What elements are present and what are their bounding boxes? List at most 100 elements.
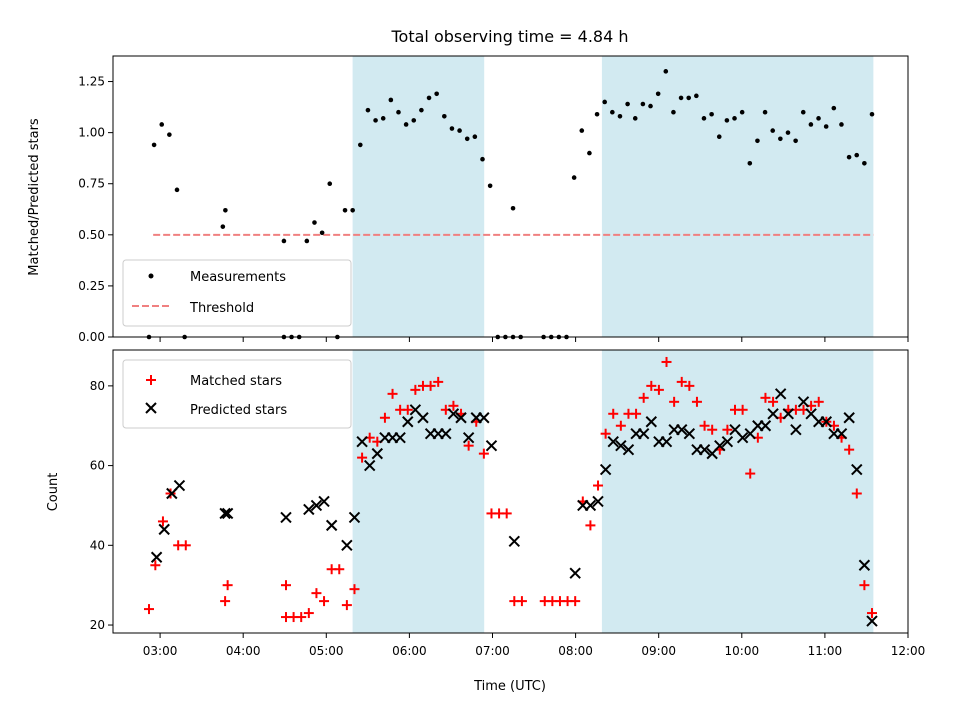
- matched-star-point: [737, 404, 748, 415]
- predicted-star-point: [660, 435, 673, 448]
- measurement-point: [579, 128, 585, 133]
- matched-star-point: [222, 580, 233, 591]
- predicted-star-d2: [759, 420, 772, 432]
- predicted-star-d2: [417, 412, 429, 424]
- matched-star-point: [463, 440, 474, 451]
- measurement-point: [281, 238, 287, 244]
- measurement-point: [709, 111, 714, 117]
- predicted-star-d2: [797, 396, 810, 408]
- measurement-point: [357, 142, 363, 148]
- predicted-star-point: [303, 503, 315, 516]
- measurement-point: [640, 101, 646, 107]
- top-legend-box: [122, 259, 352, 327]
- measurement-point: [602, 99, 607, 105]
- measurement-point: [678, 95, 684, 101]
- predicted-star-d2: [363, 459, 376, 472]
- predicted-star-d2: [221, 507, 234, 520]
- matched-star-point: [501, 508, 512, 519]
- predicted-star-d2: [851, 463, 863, 476]
- predicted-star-d2: [348, 511, 361, 524]
- predicted-star-point: [455, 412, 467, 424]
- matched-star-point: [661, 356, 672, 367]
- predicted-star-point: [592, 495, 604, 508]
- predicted-star-point: [797, 396, 810, 408]
- predicted-star-point: [394, 431, 406, 444]
- predicted-star-point: [485, 439, 498, 452]
- predicted-star-d2: [714, 439, 726, 452]
- predicted-star-d2: [607, 435, 619, 448]
- matched-star-point: [600, 428, 611, 439]
- predicted-star-point: [584, 499, 597, 512]
- matched-star-point: [722, 424, 733, 435]
- bottom-y-ticks: 20 40 60 80: [90, 379, 113, 632]
- predicted-star-d2: [371, 447, 384, 460]
- matched-star-point: [653, 384, 664, 395]
- bottom-legend-box: [122, 359, 352, 429]
- predicted-star-point: [774, 388, 787, 400]
- measurement-point: [411, 118, 417, 123]
- predicted-star-d2: [774, 388, 787, 400]
- x-tick-label: 12:00: [891, 644, 926, 658]
- legend-threshold-label: Threshold: [189, 301, 254, 316]
- measurement-point: [396, 109, 401, 115]
- measurement-point: [373, 118, 378, 123]
- predicted-star-d2: [219, 507, 231, 520]
- measurement-point: [770, 128, 776, 133]
- bottom-axes-frame: [112, 349, 909, 634]
- matched-star-point: [296, 612, 307, 623]
- top-y-tick-label: 0.75: [78, 177, 105, 191]
- measurement-point: [464, 136, 470, 142]
- predicted-star-point: [569, 567, 581, 579]
- measurement-point: [487, 183, 493, 189]
- predicted-star-point: [615, 439, 627, 452]
- predicted-star-d2: [767, 408, 779, 420]
- measurement-point: [854, 152, 860, 158]
- measurement-point: [869, 111, 875, 117]
- matched-star-point: [676, 376, 687, 387]
- matched-star-point: [349, 584, 360, 595]
- legend-measurements-marker: [148, 273, 154, 279]
- measurement-point: [312, 220, 317, 225]
- matched-star-point: [150, 560, 161, 571]
- legend-predicted-marker: [145, 402, 157, 414]
- shaded-interval-1: [352, 56, 485, 337]
- bottom-shaded-intervals: [352, 350, 874, 633]
- measurement-point: [739, 109, 745, 115]
- top-y-ticks: 0.00 0.25 0.50 0.75 1.00 1.25: [78, 75, 113, 344]
- measurement-point: [327, 181, 333, 187]
- predicted-star-d2: [310, 499, 323, 512]
- measurement-point: [648, 103, 653, 109]
- predicted-star-point: [356, 435, 368, 448]
- x-tick-label: 06:00: [392, 644, 427, 658]
- measurement-point: [716, 134, 722, 140]
- predicted-star-point: [851, 463, 863, 476]
- measurement-point: [442, 113, 447, 119]
- measurement-point: [632, 116, 638, 121]
- predicted-star-d2: [455, 412, 467, 424]
- matched-star-point: [180, 540, 191, 551]
- x-tick-label: 08:00: [558, 644, 593, 658]
- bottom-x-ticks: 03:00 04:00 05:00 06:00 07:00 08:00 09:00 10:00…: [143, 633, 926, 658]
- predicted-star-point: [683, 427, 696, 440]
- x-axis-label: Time (UTC): [473, 679, 546, 694]
- predicted-star-d2: [698, 443, 711, 456]
- predicted-star-d2: [356, 435, 368, 448]
- predicted-star-point: [721, 435, 734, 448]
- measurement-point: [762, 109, 768, 115]
- top-legend: Measurements Threshold: [122, 259, 352, 327]
- top-y-axis-label: Matched/Predicted stars: [27, 118, 42, 276]
- matched-star-point: [691, 396, 702, 407]
- matched-star-point: [303, 608, 314, 619]
- matched-star-point: [669, 396, 680, 407]
- measurement-point: [380, 116, 386, 121]
- measurement-point: [808, 122, 814, 127]
- matched-star-point: [433, 376, 444, 387]
- predicted-star-point: [599, 463, 612, 476]
- top-y-tick-label: 0.50: [78, 228, 105, 242]
- measurement-point: [663, 69, 669, 74]
- measurement-point: [426, 95, 432, 101]
- matched-stars-series: [144, 356, 877, 623]
- matched-star-point: [387, 388, 398, 399]
- predicted-star-d2: [615, 439, 627, 452]
- measurement-point: [220, 224, 226, 229]
